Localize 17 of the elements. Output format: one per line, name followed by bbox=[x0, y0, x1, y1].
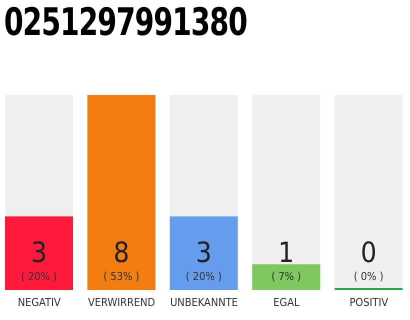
x-tick-label: POSITIV bbox=[349, 296, 388, 309]
data-label: ( 7% ) bbox=[271, 270, 302, 283]
chart-title: 0251297991380 bbox=[4, 0, 247, 44]
annotation: 3 bbox=[30, 236, 48, 269]
annotation: 1 bbox=[278, 236, 294, 269]
x-tick-label: UNBEKANNTE bbox=[170, 296, 238, 309]
annotation: 8 bbox=[113, 236, 130, 269]
data-label: ( 20% ) bbox=[20, 270, 58, 283]
x-tick-label: VERWIRREND bbox=[88, 296, 156, 309]
annotation: 3 bbox=[196, 236, 212, 269]
annotation: 0 bbox=[360, 236, 377, 269]
data-label: ( 20% ) bbox=[186, 270, 222, 283]
x-tick-label: NEGATIV bbox=[18, 296, 61, 309]
data-label: ( 53% ) bbox=[103, 270, 140, 283]
x-tick-label: EGAL bbox=[273, 296, 300, 309]
data-label: ( 0% ) bbox=[354, 270, 384, 283]
bar bbox=[252, 264, 320, 290]
